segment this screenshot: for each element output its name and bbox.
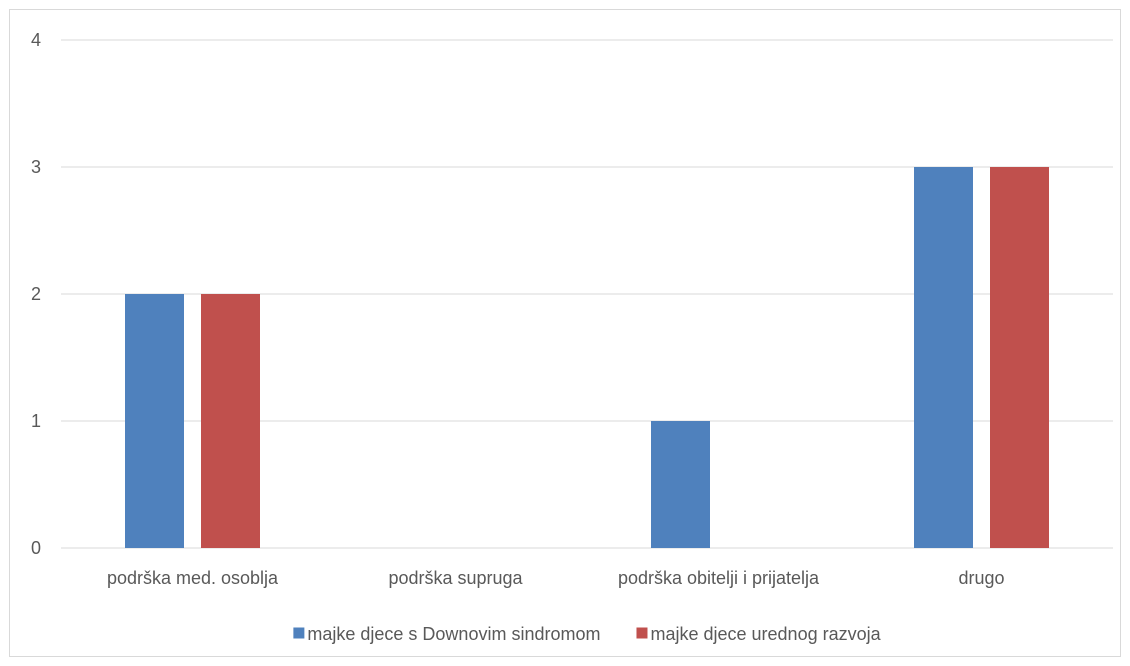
bar-series-2-category-1 bbox=[201, 294, 260, 548]
y-axis-ticks: 0 1 2 3 4 bbox=[31, 30, 41, 558]
y-tick-label-4: 4 bbox=[31, 30, 41, 50]
legend-swatch-series-2 bbox=[636, 627, 648, 639]
bar-series-1-category-3 bbox=[651, 421, 710, 548]
x-tick-label-3: podrška obitelji i prijatelja bbox=[618, 568, 820, 588]
y-tick-label-2: 2 bbox=[31, 284, 41, 304]
legend-label-series-1: majke djece s Downovim sindromom bbox=[307, 624, 600, 644]
y-tick-label-0: 0 bbox=[31, 538, 41, 558]
x-tick-label-1: podrška med. osoblja bbox=[107, 568, 279, 588]
x-tick-label-4: drugo bbox=[958, 568, 1004, 588]
legend: majke djece s Downovim sindromom majke dj… bbox=[293, 624, 882, 644]
bars bbox=[125, 167, 1049, 548]
x-axis-ticks: podrška med. osoblja podrška supruga podrš… bbox=[107, 568, 1005, 588]
bar-series-2-category-4 bbox=[990, 167, 1049, 548]
legend-label-series-2: majke djece urednog razvoja bbox=[650, 624, 881, 644]
y-tick-label-1: 1 bbox=[31, 411, 41, 431]
y-tick-label-3: 3 bbox=[31, 157, 41, 177]
x-tick-label-2: podrška supruga bbox=[388, 568, 523, 588]
legend-swatch-series-1 bbox=[293, 627, 305, 639]
bar-series-1-category-1 bbox=[125, 294, 184, 548]
bar-series-1-category-4 bbox=[914, 167, 973, 548]
